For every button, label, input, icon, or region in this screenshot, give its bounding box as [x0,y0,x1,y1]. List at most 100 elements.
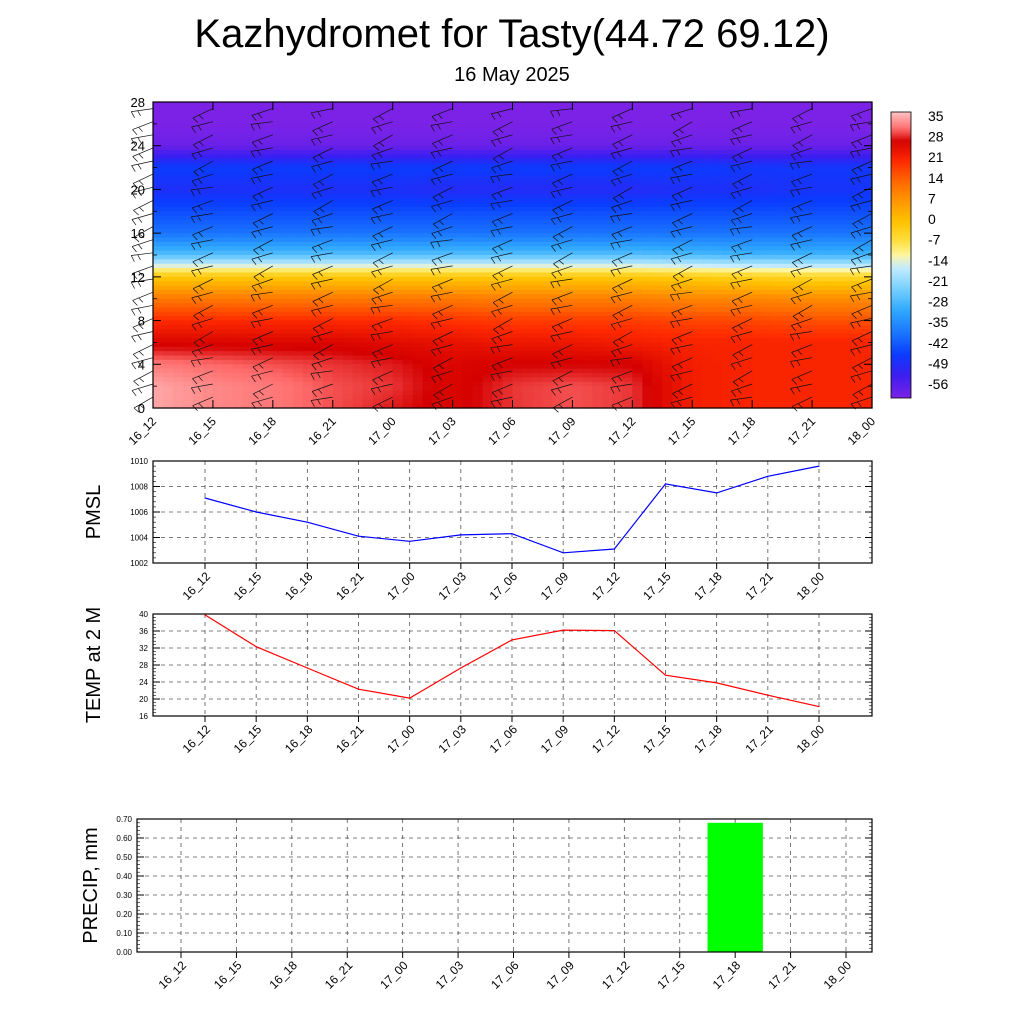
heatmap-cell [242,158,254,164]
heatmap-cell [402,163,414,169]
heatmap-cell [412,259,424,265]
heatmap-cell [752,338,763,344]
heatmap-cell [562,342,574,348]
heatmap-cell [202,110,214,116]
heatmap-cell [732,303,743,309]
heatmap-cell [322,259,334,265]
heatmap-cell [762,316,773,322]
heatmap-cell [242,307,254,313]
heatmap-cell [162,364,174,370]
heatmap-cell [692,368,703,374]
heatmap-cell [212,289,224,295]
heatmap-cell [752,141,763,147]
heatmap-cell [652,102,663,107]
heatmap-cell [302,128,314,134]
heatmap-cell [502,351,514,357]
heatmap-cell [402,202,414,208]
heatmap-cell [512,123,524,129]
heatmap-cell [812,338,823,344]
heatmap-cell [512,346,524,352]
heatmap-cell [462,359,474,365]
heatmap-cell [822,228,833,234]
heatmap-cell [382,163,394,169]
heatmap-cell [422,206,434,212]
heatmap-cell [642,289,653,295]
heatmap-cell [482,102,494,107]
heatmap-cell [642,276,653,282]
heatmap-cell [392,276,404,282]
heatmap-cell [672,189,683,195]
heatmap-cell [322,342,334,348]
heatmap-cell [282,171,294,177]
heatmap-cell [792,228,803,234]
heatmap-cell [382,255,394,260]
heatmap-cell [742,241,753,247]
heatmap-cell [202,106,214,112]
heatmap-cell [422,198,434,204]
heatmap-cell [822,132,833,138]
heatmap-cell [312,342,324,348]
heatmap-cell [352,263,364,269]
heatmap-cell [212,206,224,212]
heatmap-cell [432,189,444,195]
heatmap-cell [772,333,783,339]
heatmap-cell [182,171,194,177]
heatmap-cell [762,303,773,309]
heatmap-cell [342,338,354,344]
heatmap-cell [852,110,863,116]
heatmap-cell [602,136,613,142]
heatmap-cell [402,259,414,265]
heatmap-cell [702,355,713,361]
heatmap-cell [842,123,853,129]
heatmap-cell [792,377,803,383]
heatmap-cell [262,403,274,409]
heatmap-cell [182,132,194,138]
heatmap-cell [792,145,803,151]
heatmap-cell [352,215,364,221]
heatmap-cell [452,285,464,291]
heatmap-cell [162,150,174,156]
heatmap-cell [702,171,713,177]
heatmap-cell [162,215,174,221]
heatmap-cell [412,141,424,147]
heatmap-cell [362,394,374,400]
heatmap-cell [492,399,504,405]
heatmap-cell [512,298,524,304]
heatmap-cell [702,351,713,357]
heatmap-cell [672,106,683,112]
heatmap-cell [512,263,524,269]
heatmap-cell [532,141,544,147]
heatmap-cell [712,381,723,387]
heatmap-cell [442,158,454,164]
heatmap-cell [632,281,643,287]
heatmap-cell [242,128,254,134]
heatmap-cell [722,171,733,177]
heatmap-cell [482,377,494,383]
heatmap-cell [312,185,324,191]
heatmap-cell [682,158,693,164]
heatmap-cell [622,193,633,199]
heatmap-cell [642,206,653,212]
heatmap-cell [632,333,643,339]
heatmap-cell [472,220,484,225]
heatmap-cell [712,119,723,125]
heatmap-cell [192,259,204,265]
heatmap-cell [382,136,394,142]
heatmap-cell [582,158,593,164]
heatmap-cell [542,123,554,129]
heatmap-cell [472,268,484,274]
heatmap-cell [392,294,404,300]
heatmap-cell [772,307,783,313]
heatmap-cell [682,377,693,383]
heatmap-cell [752,145,763,151]
heatmap-cell [542,329,554,335]
heatmap-cell [252,189,264,195]
heatmap-cell [322,206,334,212]
heatmap-cell [322,154,334,160]
heatmap-cell [572,132,584,138]
heatmap-cell [412,211,424,217]
heatmap-cell [272,276,284,282]
heatmap-cell [782,167,793,173]
heatmap-cell [252,250,264,256]
heatmap-cell [832,110,843,116]
